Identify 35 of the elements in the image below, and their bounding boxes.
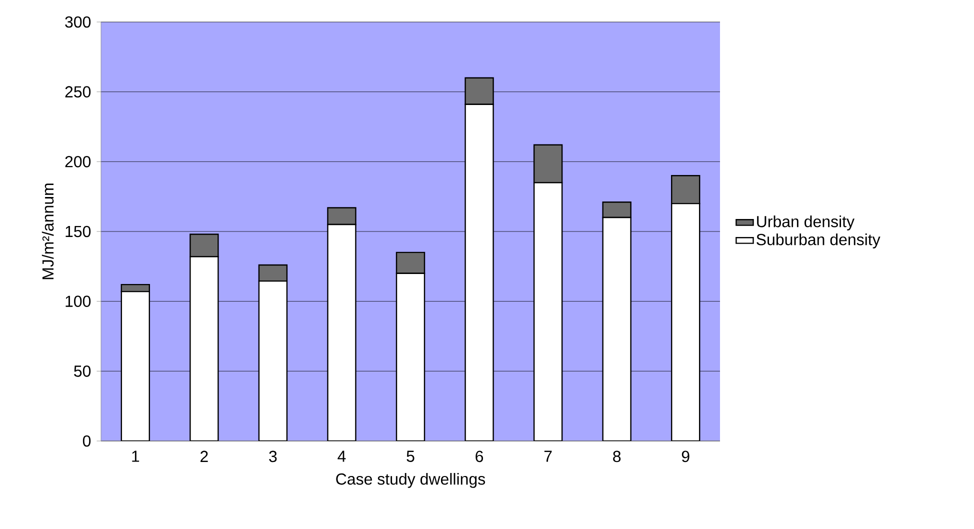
y-tick-label: 300	[65, 16, 91, 28]
bar	[464, 104, 494, 441]
bar	[533, 182, 563, 441]
x-tick-label: 6	[476, 450, 484, 462]
x-tick-label: 3	[269, 450, 277, 462]
bar	[396, 272, 426, 441]
y-tick-label: 50	[74, 365, 91, 377]
x-axis-title: Case study dwellings	[336, 472, 486, 488]
y-tick-label: 250	[65, 86, 91, 98]
y-axis-title: MJ/m²/annum	[42, 184, 54, 280]
bar	[602, 216, 632, 441]
bar	[327, 207, 356, 226]
legend-label: Urban density	[757, 216, 855, 230]
legend-label: Suburban density	[756, 233, 880, 248]
bar	[602, 202, 632, 218]
x-tick-label: 4	[338, 450, 346, 462]
bar	[190, 234, 219, 258]
bar	[258, 280, 288, 441]
x-tick-label: 7	[544, 450, 552, 462]
bar	[327, 224, 356, 441]
y-tick-label: 0	[82, 435, 91, 447]
x-tick-label: 9	[682, 450, 690, 462]
bar	[120, 290, 150, 441]
bar	[190, 256, 219, 441]
x-tick-label: 8	[613, 450, 621, 462]
y-tick-label: 150	[66, 226, 91, 238]
bar	[258, 264, 288, 282]
y-tick-label: 100	[66, 296, 91, 307]
x-tick-label: 5	[406, 450, 414, 462]
x-tick-label: 2	[200, 450, 208, 462]
y-tick-label: 200	[65, 156, 91, 168]
bar	[671, 202, 700, 441]
bar	[396, 252, 426, 274]
bar	[533, 144, 563, 184]
x-tick-label: 1	[132, 450, 140, 462]
